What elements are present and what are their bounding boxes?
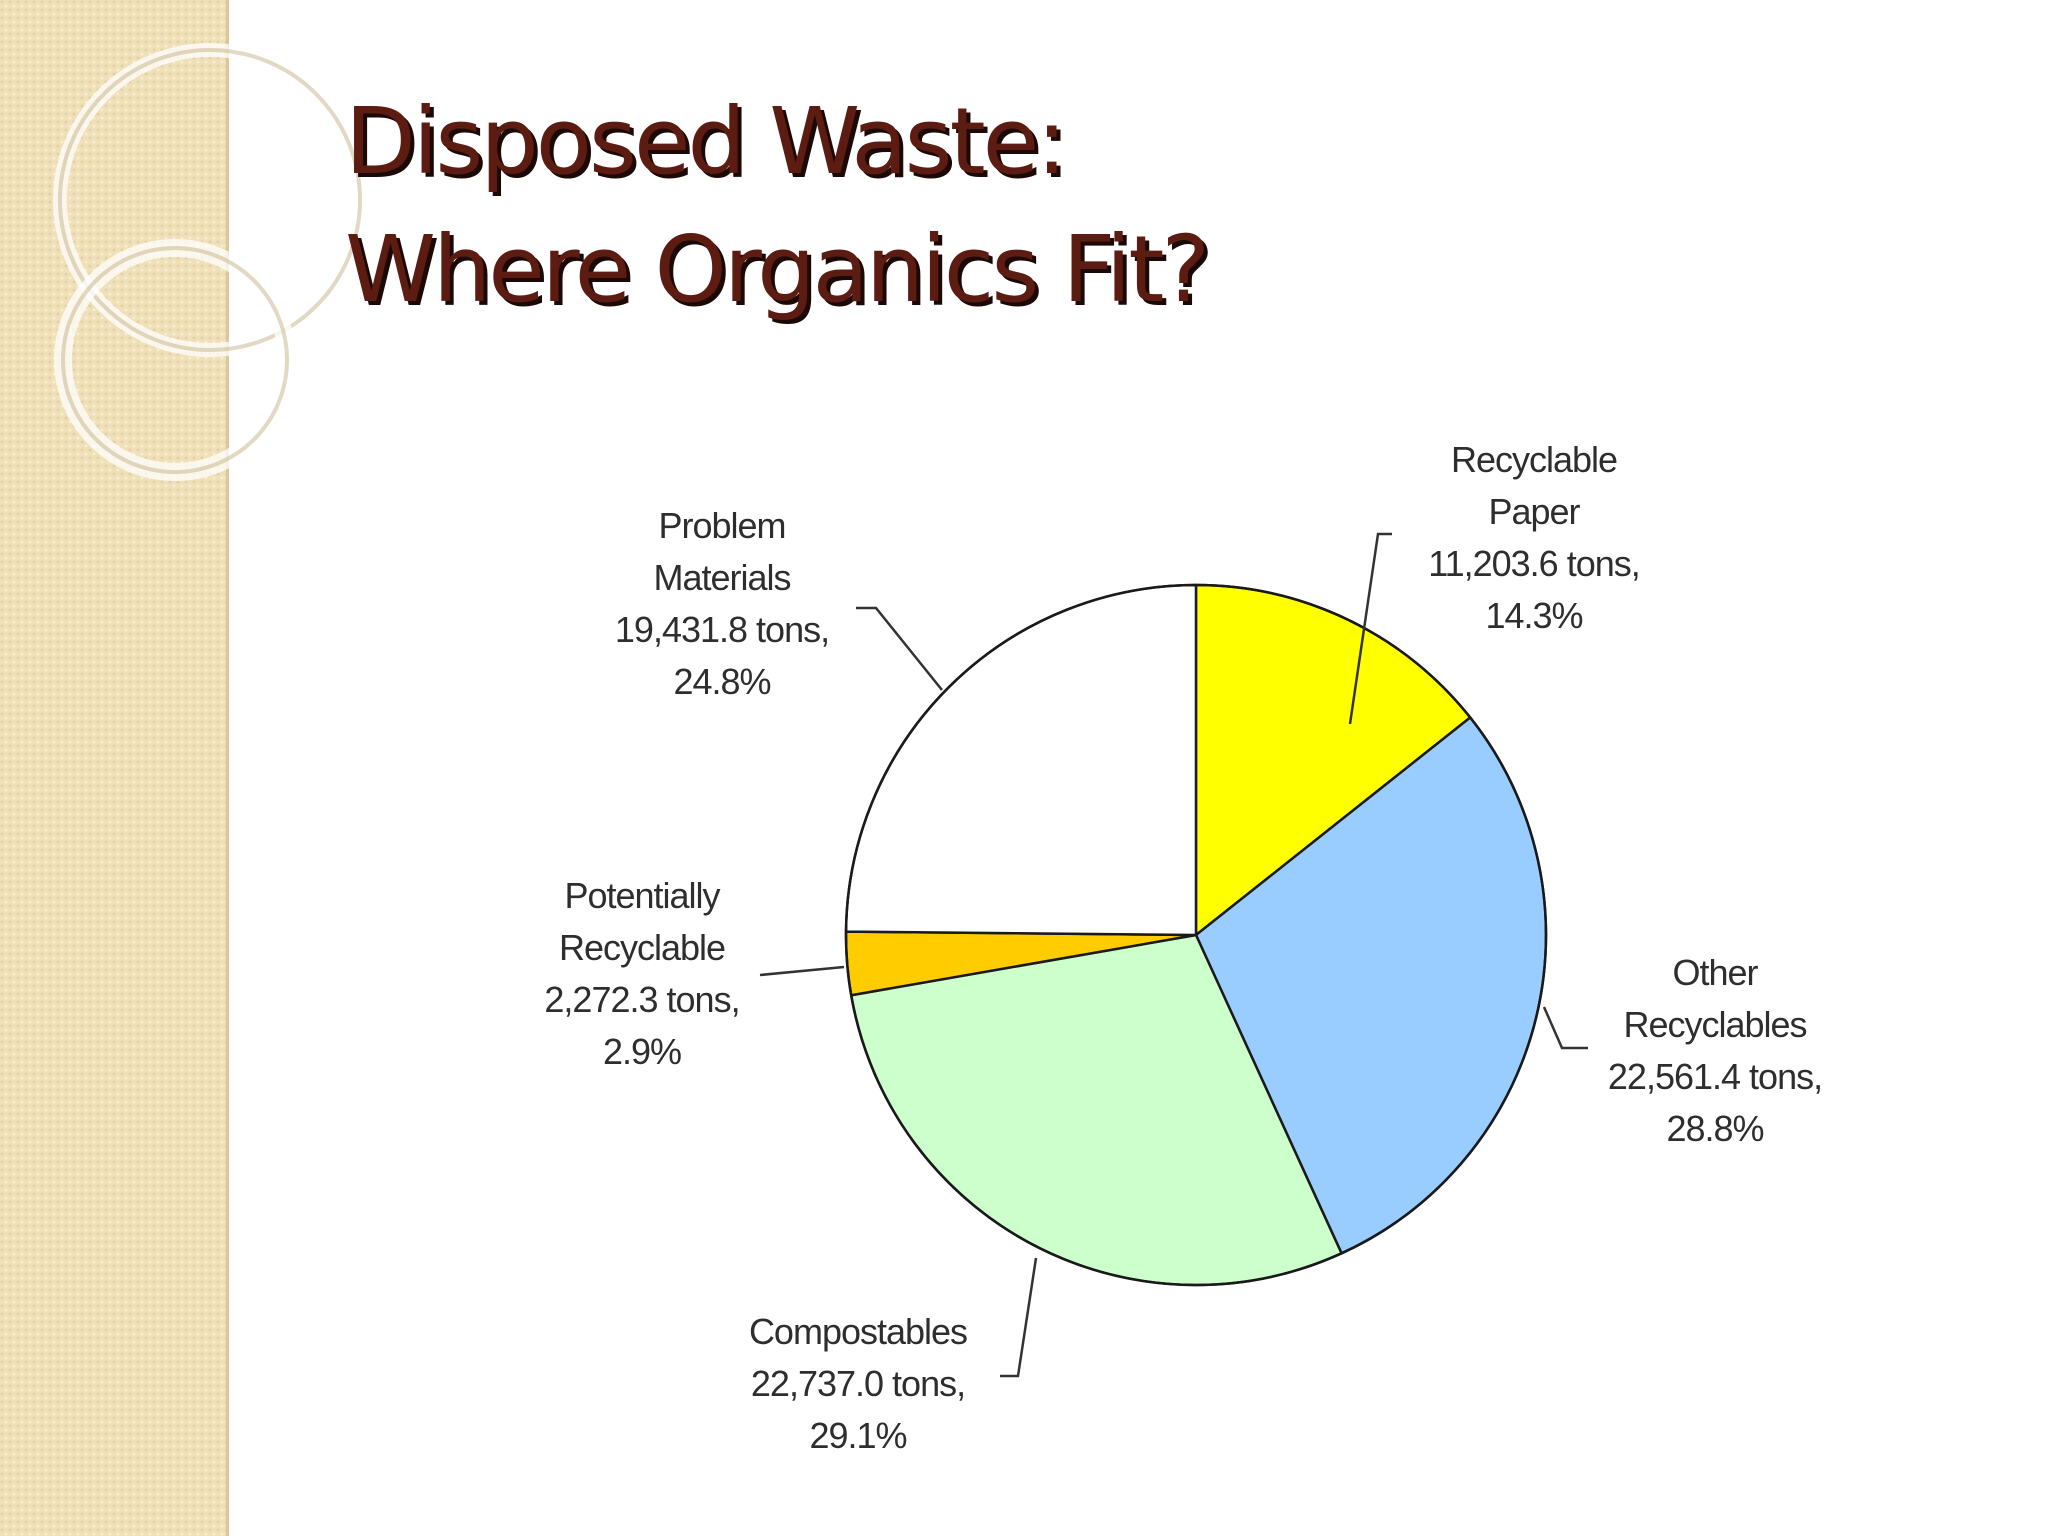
slide-title-line-2: Where Organics Fit? xyxy=(345,216,1210,323)
pie-outline xyxy=(844,583,1548,1287)
slice-label-problem-materials-line-3: 19,431.8 tons, xyxy=(615,609,829,650)
slice-label-other-recyclables-line-4: 28.8% xyxy=(1666,1108,1763,1149)
slice-label-compostables-line-2: 22,737.0 tons, xyxy=(751,1363,965,1404)
decorative-swirl-circles xyxy=(53,43,367,481)
slice-label-potentially-recyclable-line-1: Potentially xyxy=(564,875,720,916)
slice-label-compostables-line-1: Compostables xyxy=(749,1311,967,1352)
slice-label-recyclable-paper-line-1: Recyclable xyxy=(1451,439,1617,480)
leader-line-recyclable-paper xyxy=(1348,532,1392,725)
leader-line-problem-materials xyxy=(856,606,943,691)
swirl-ring-small-shade xyxy=(61,246,289,474)
swirl-ring-large-shade xyxy=(58,48,362,352)
leader-line-other-recyclables xyxy=(1542,1006,1588,1050)
slice-label-potentially-recyclable-line-2: Recyclable xyxy=(559,927,725,968)
swirl-ring-small xyxy=(54,239,296,481)
slice-label-problem-materials-line-2: Materials xyxy=(653,557,790,598)
slice-label-recyclable-paper-line-2: Paper xyxy=(1488,491,1580,532)
slice-label-problem-materials-line-1: Problem xyxy=(658,505,785,546)
slice-label-compostables-line-3: 29.1% xyxy=(809,1415,906,1456)
slice-label-recyclable-paper-line-4: 14.3% xyxy=(1485,595,1582,636)
slice-label-recyclable-paper-line-3: 11,203.6 tons, xyxy=(1428,543,1640,584)
slice-label-other-recyclables-line-3: 22,561.4 tons, xyxy=(1608,1056,1822,1097)
swirl-ring-large xyxy=(53,43,367,357)
slice-label-potentially-recyclable-line-3: 2,272.3 tons, xyxy=(544,979,739,1020)
leader-line-potentially-recyclable xyxy=(759,965,845,977)
slice-label-other-recyclables-line-1: Other xyxy=(1672,952,1758,993)
slice-label-other-recyclables-line-2: Recyclables xyxy=(1623,1004,1806,1045)
slice-label-problem-materials-line-4: 24.8% xyxy=(673,661,770,702)
slice-label-potentially-recyclable-line-4: 2.9% xyxy=(603,1031,681,1072)
sidebar-divider xyxy=(226,0,229,1536)
slide-title-line-1: Disposed Waste: xyxy=(345,88,1067,195)
slide-title: Disposed Waste: Where Organics Fit? xyxy=(345,78,1210,334)
leader-line-compostables xyxy=(1000,1257,1038,1378)
